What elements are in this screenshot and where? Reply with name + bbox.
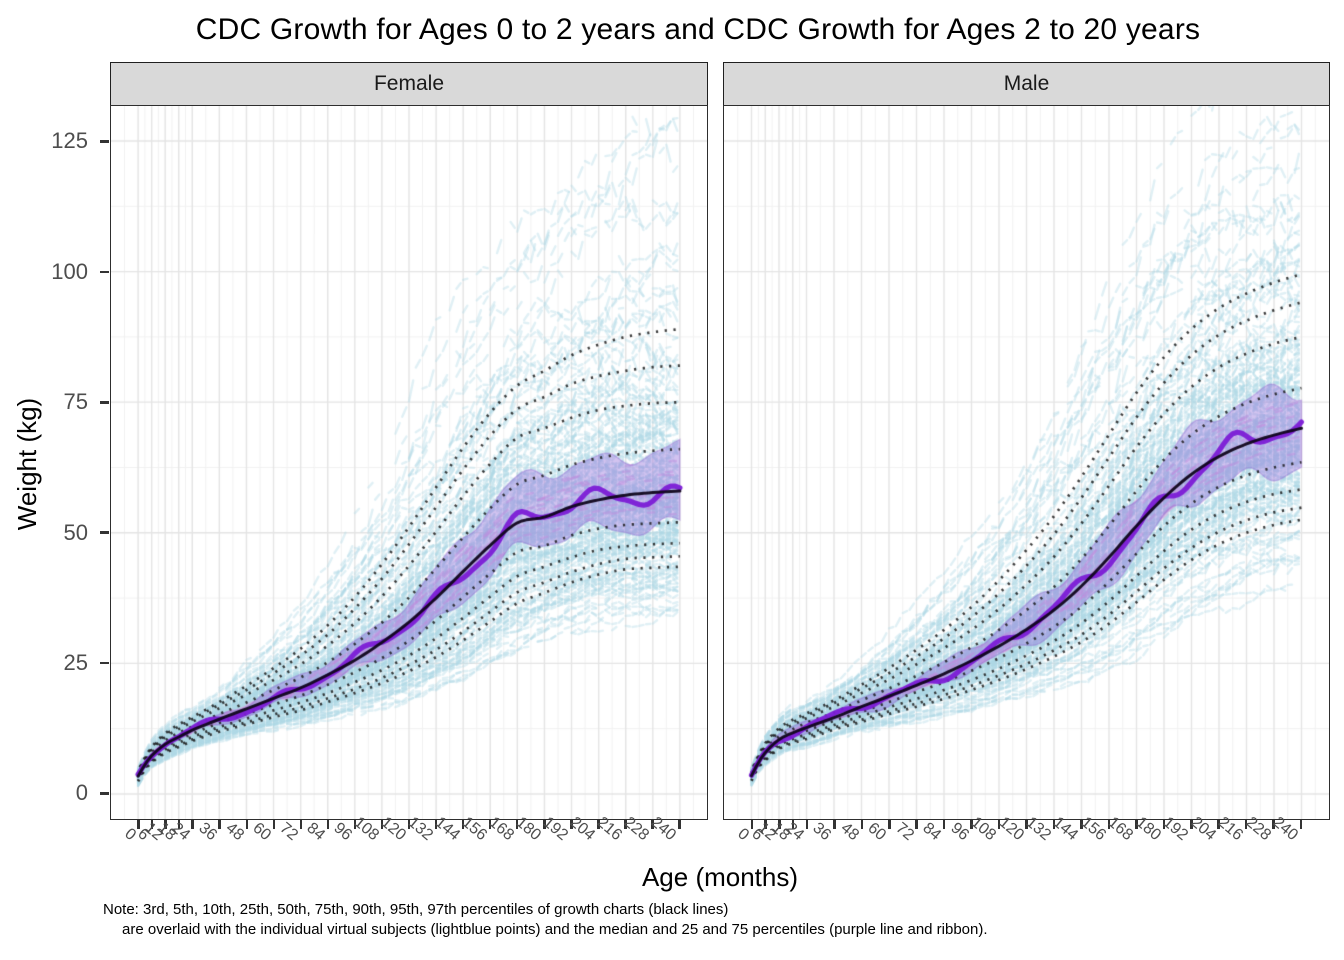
x-tick-mark bbox=[177, 820, 181, 829]
x-tick-mark bbox=[1080, 820, 1083, 829]
x-tick-mark bbox=[380, 820, 384, 829]
x-tick-mark bbox=[1299, 820, 1303, 829]
x-tick-mark bbox=[407, 820, 411, 829]
panel-male bbox=[723, 105, 1330, 820]
x-tick-mark bbox=[218, 820, 221, 829]
x-tick-mark bbox=[778, 820, 781, 829]
y-tick-mark bbox=[100, 531, 109, 534]
y-tick-mark bbox=[100, 792, 109, 795]
x-tick-mark bbox=[942, 820, 946, 829]
y-tick-label: 100 bbox=[51, 258, 88, 284]
x-tick-mark bbox=[191, 820, 194, 829]
x-tick-mark bbox=[915, 820, 918, 829]
x-tick-mark bbox=[624, 820, 627, 829]
x-tick-mark bbox=[997, 820, 1001, 829]
x-tick-mark bbox=[1135, 820, 1138, 829]
x-tick-mark bbox=[791, 820, 795, 829]
y-tick-label: 75 bbox=[63, 389, 88, 415]
x-tick-mark bbox=[488, 820, 492, 829]
y-tick-label: 125 bbox=[51, 128, 88, 154]
x-tick-mark bbox=[299, 820, 303, 829]
facet-label-female: Female bbox=[373, 72, 445, 95]
x-tick-mark bbox=[570, 820, 573, 829]
x-tick-mark bbox=[434, 820, 438, 829]
x-tick-mark bbox=[1217, 820, 1220, 829]
note-line-1: Note: 3rd, 5th, 10th, 25th, 50th, 75th, … bbox=[103, 901, 729, 918]
x-tick-mark bbox=[543, 820, 546, 829]
x-tick-mark bbox=[1025, 820, 1028, 829]
x-tick-mark bbox=[1162, 820, 1166, 829]
x-tick-mark bbox=[1107, 820, 1111, 829]
plot-canvas-female bbox=[111, 106, 707, 819]
x-tick-mark bbox=[888, 820, 891, 829]
facet-strip-male: Male bbox=[723, 62, 1330, 106]
x-tick-mark bbox=[597, 820, 600, 829]
y-tick-label: 50 bbox=[63, 519, 88, 545]
x-tick-mark bbox=[1052, 820, 1056, 829]
y-tick-mark bbox=[100, 140, 109, 143]
x-tick-mark bbox=[860, 820, 864, 829]
y-tick-label: 0 bbox=[75, 780, 88, 806]
y-tick-mark bbox=[100, 270, 109, 274]
facet-label-male: Male bbox=[1003, 72, 1050, 95]
x-tick-mark bbox=[833, 820, 836, 829]
x-tick-mark bbox=[245, 820, 249, 829]
x-tick-mark bbox=[272, 820, 276, 829]
x-tick-mark bbox=[1190, 820, 1193, 829]
x-tick-mark bbox=[678, 820, 681, 829]
x-tick-mark bbox=[750, 820, 754, 829]
x-tick-mark bbox=[1244, 820, 1248, 829]
x-tick-mark bbox=[164, 820, 167, 829]
panel-female bbox=[110, 105, 708, 820]
x-tick-mark bbox=[1272, 820, 1275, 829]
y-tick-mark bbox=[100, 661, 109, 665]
x-tick-mark bbox=[764, 820, 767, 829]
x-tick-mark bbox=[515, 820, 519, 829]
chart-title: CDC Growth for Ages 0 to 2 years and CDC… bbox=[195, 13, 1201, 46]
x-tick-mark bbox=[970, 820, 973, 829]
x-tick-mark bbox=[805, 820, 809, 829]
x-tick-mark bbox=[651, 820, 654, 829]
y-tick-label: 25 bbox=[63, 650, 88, 676]
x-tick-mark bbox=[137, 820, 140, 829]
x-tick-mark bbox=[326, 820, 330, 829]
y-tick-mark bbox=[100, 401, 109, 404]
x-tick-mark bbox=[353, 820, 357, 829]
x-tick-mark bbox=[461, 820, 465, 829]
chart-note: Note: 3rd, 5th, 10th, 25th, 50th, 75th, … bbox=[103, 900, 988, 940]
note-line-2: are overlaid with the individual virtual… bbox=[122, 921, 988, 938]
facet-strip-female: Female bbox=[110, 62, 708, 106]
x-tick-mark bbox=[150, 820, 154, 829]
x-axis-title: Age (months) bbox=[641, 862, 799, 892]
plot-canvas-male bbox=[724, 106, 1329, 819]
y-axis-title: Weight (kg) bbox=[12, 397, 42, 531]
